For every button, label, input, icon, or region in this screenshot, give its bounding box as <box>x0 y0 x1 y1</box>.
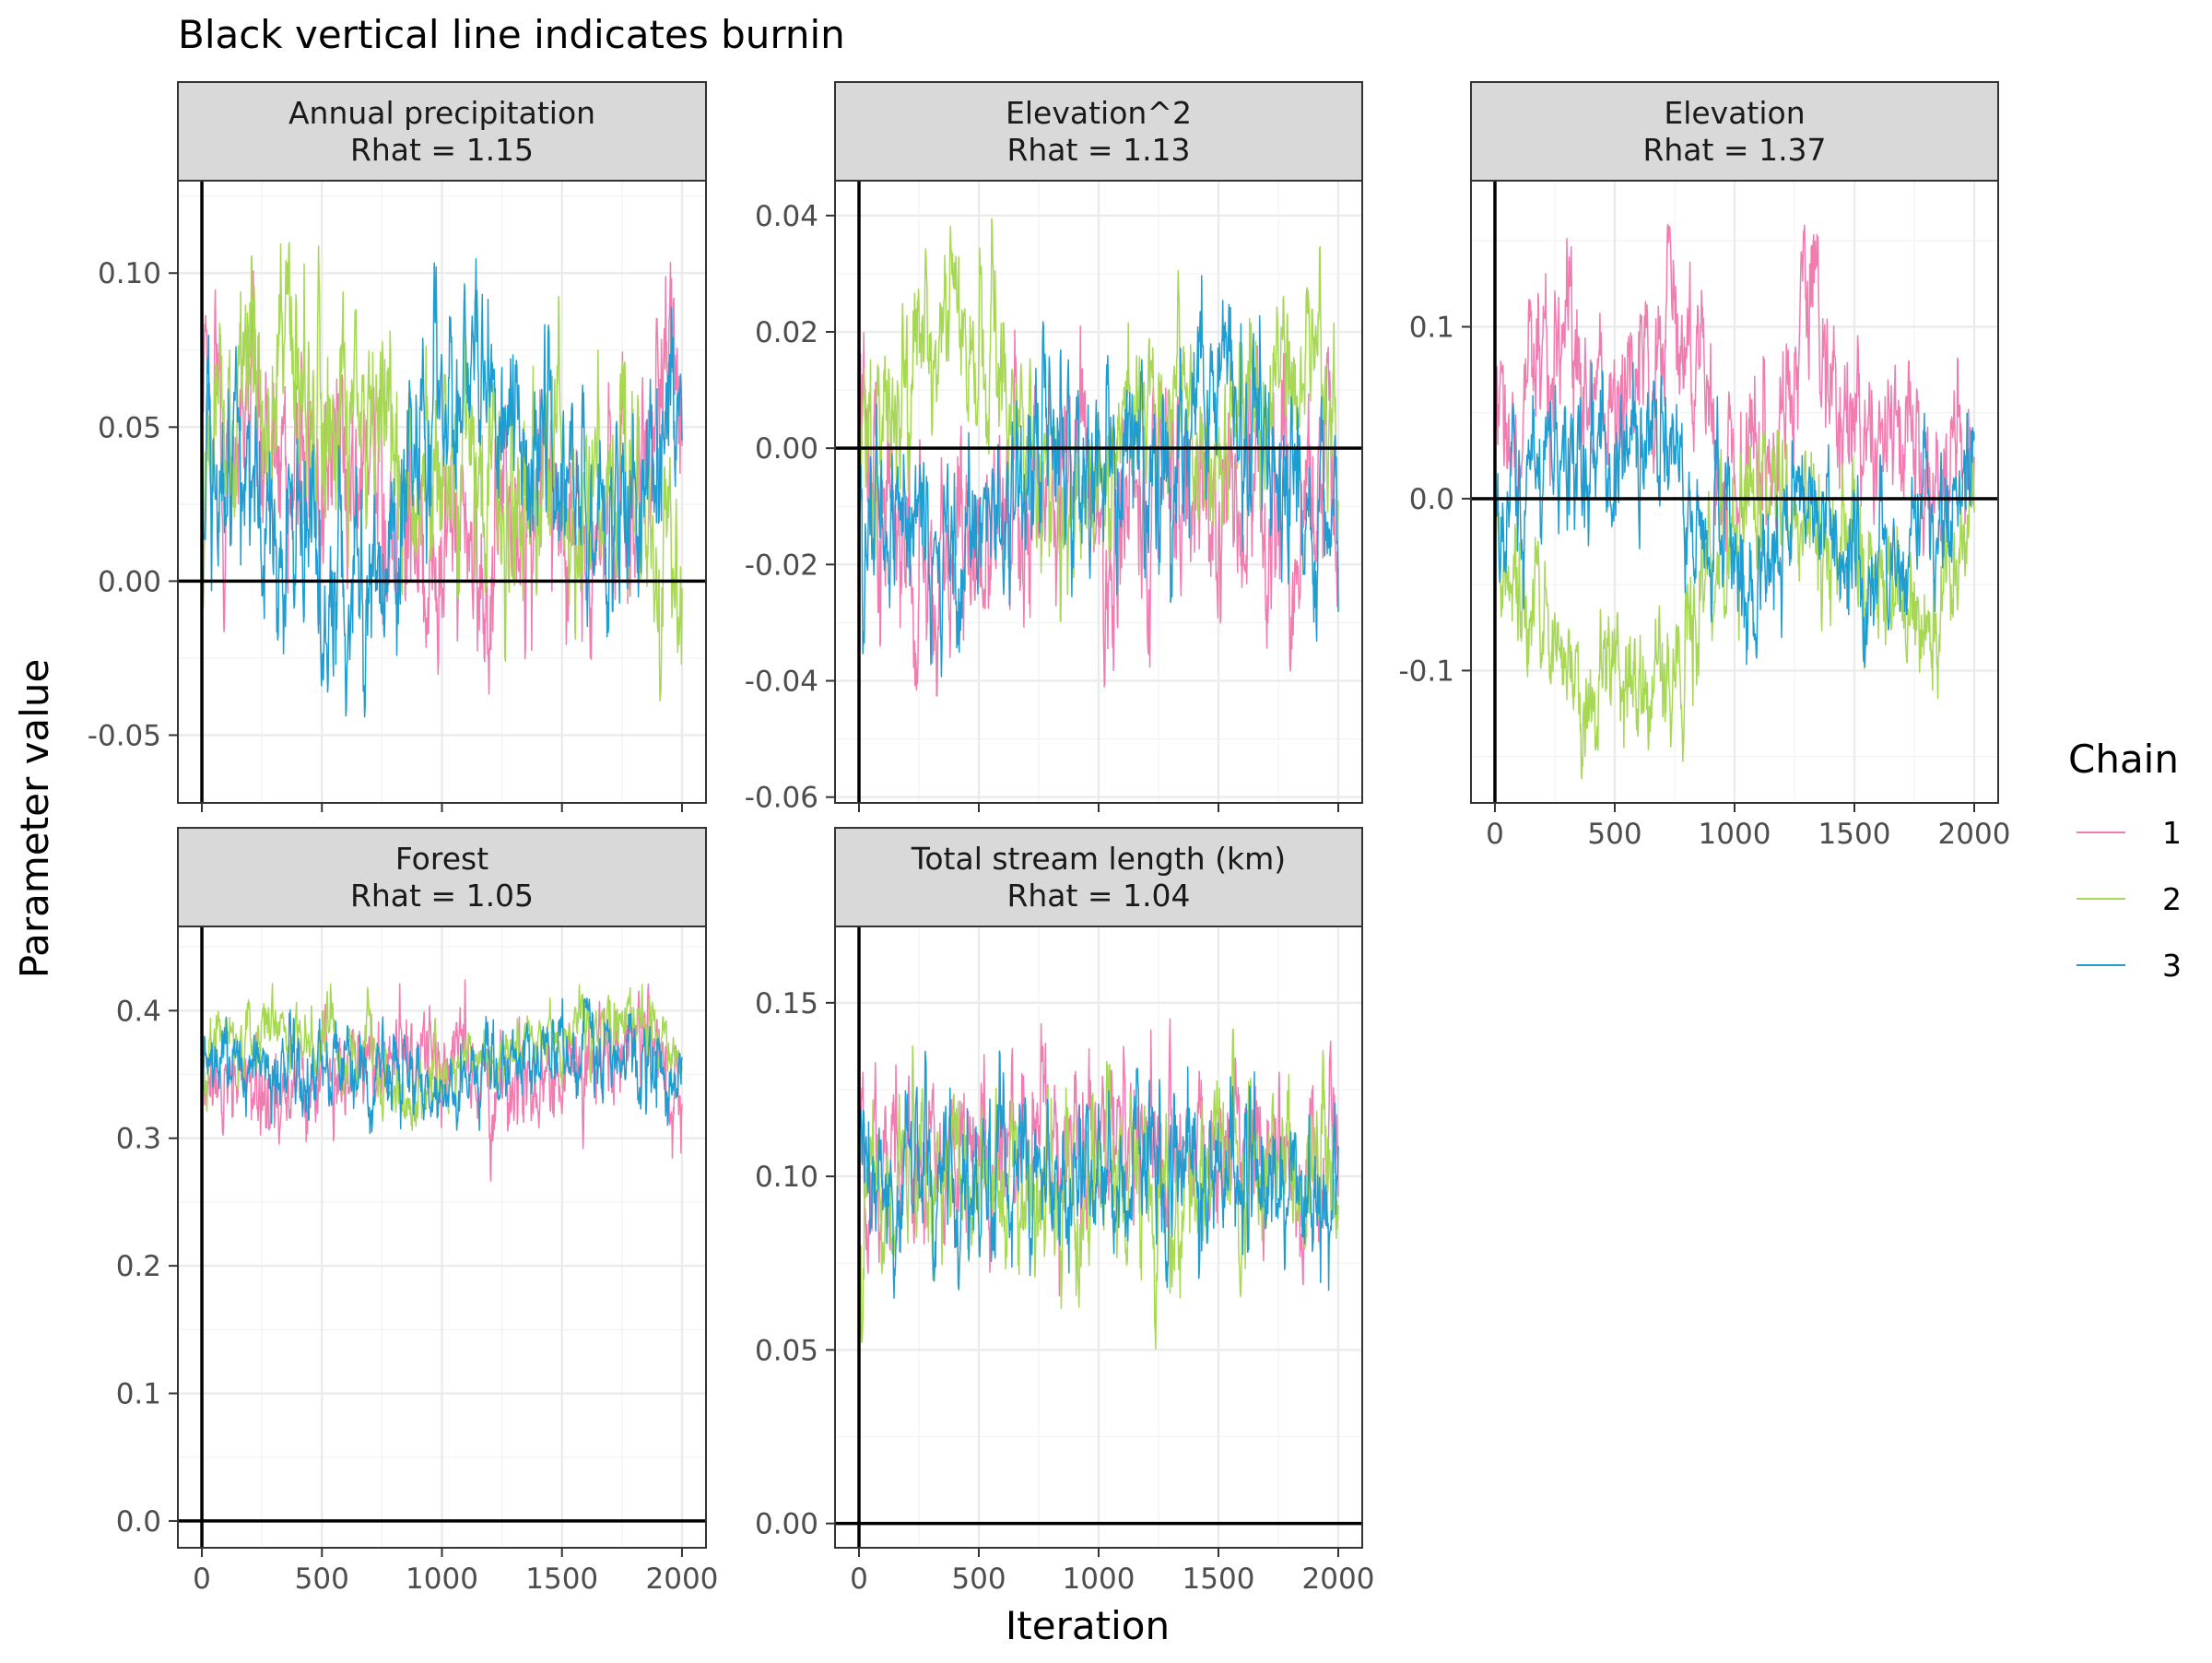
facet-panel: Total stream length (km)Rhat = 1.04 0.00 0… <box>755 827 1375 1596</box>
facet-strip-label: Elevation <box>1664 95 1805 131</box>
trace-line-chain-3 <box>858 1050 1339 1299</box>
trace-line-chain-3 <box>201 258 683 718</box>
y-tick-label: 0.1 <box>1409 311 1454 344</box>
y-tick-label: -0.1 <box>1399 655 1455 688</box>
y-tick-label: -0.04 <box>745 666 818 699</box>
facet-strip <box>834 827 1363 927</box>
x-tick-label: 500 <box>951 1563 1006 1596</box>
y-tick-label: 0.02 <box>755 316 818 349</box>
x-tick-label: 1500 <box>525 1563 598 1596</box>
y-tick-label: 0.1 <box>116 1378 161 1411</box>
y-tick-label: 0.0 <box>116 1505 161 1539</box>
facet-strip <box>1470 81 1999 182</box>
legend-title: Chain <box>2068 737 2179 782</box>
facet-strip <box>177 827 707 927</box>
trace-line-chain-3 <box>201 997 683 1135</box>
y-tick-label: 0.2 <box>116 1250 161 1283</box>
facet-strip-label: Elevation^2 <box>1006 95 1192 131</box>
legend: Chain 1 2 3 <box>2068 737 2182 984</box>
trace-line-chain-3 <box>858 275 1339 678</box>
y-tick-label: 0.05 <box>755 1334 818 1367</box>
facet-rhat-label: Rhat = 1.13 <box>1006 132 1190 168</box>
trace-line-chain-2 <box>201 242 683 702</box>
y-tick-label: 0.00 <box>755 432 818 466</box>
x-tick-label: 500 <box>295 1563 349 1596</box>
trace-line-chain-1 <box>858 325 1339 697</box>
y-axis-title: Parameter value <box>12 659 57 979</box>
x-tick-label: 2000 <box>1302 1563 1375 1596</box>
facet-rhat-label: Rhat = 1.15 <box>350 132 534 168</box>
x-tick-label: 1000 <box>1063 1563 1135 1596</box>
facet-rhat-label: Rhat = 1.05 <box>350 878 534 914</box>
x-tick-label: 1000 <box>406 1563 478 1596</box>
facet-strip-label: Forest <box>395 841 488 877</box>
x-tick-label: 1000 <box>1699 818 1771 851</box>
x-tick-label: 2000 <box>646 1563 719 1596</box>
x-tick-label: 0 <box>1486 818 1504 851</box>
facet-strip <box>177 81 707 182</box>
legend-label: 3 <box>2162 948 2182 984</box>
trace-line-chain-2 <box>201 983 683 1132</box>
y-tick-label: -0.05 <box>88 719 161 752</box>
x-tick-label: 2000 <box>1938 818 2011 851</box>
x-tick-label: 1500 <box>1818 818 1891 851</box>
facet-strip <box>834 81 1363 182</box>
legend-label: 1 <box>2162 815 2182 851</box>
trace-line-chain-3 <box>1494 361 1975 668</box>
y-tick-label: -0.06 <box>745 782 818 815</box>
legend-label: 2 <box>2162 881 2182 917</box>
plot-title: Black vertical line indicates burnin <box>178 12 845 57</box>
facet-rhat-label: Rhat = 1.37 <box>1642 132 1826 168</box>
x-tick-label: 0 <box>850 1563 868 1596</box>
facet-rhat-label: Rhat = 1.04 <box>1006 878 1190 914</box>
x-tick-label: 1500 <box>1182 1563 1255 1596</box>
y-tick-label: 0.00 <box>755 1508 818 1541</box>
trace-line-chain-2 <box>1494 429 1975 780</box>
y-tick-label: 0.05 <box>98 411 161 444</box>
y-tick-label: 0.00 <box>98 565 161 598</box>
x-axis-title: Iteration <box>1006 1603 1170 1648</box>
y-tick-label: 0.04 <box>755 200 818 233</box>
facet-strip-label: Annual precipitation <box>288 95 595 131</box>
x-tick-label: 500 <box>1587 818 1641 851</box>
y-tick-label: 0.0 <box>1409 483 1454 516</box>
trace-line-chain-1 <box>1494 223 1975 557</box>
y-tick-label: 0.4 <box>116 995 161 1028</box>
y-tick-label: -0.02 <box>745 548 818 582</box>
y-tick-label: 0.3 <box>116 1123 161 1156</box>
facet-strip-label: Total stream length (km) <box>911 841 1286 877</box>
x-tick-label: 0 <box>193 1563 211 1596</box>
y-tick-label: 0.10 <box>98 257 161 290</box>
y-tick-label: 0.10 <box>755 1161 818 1194</box>
y-tick-label: 0.15 <box>755 987 818 1020</box>
